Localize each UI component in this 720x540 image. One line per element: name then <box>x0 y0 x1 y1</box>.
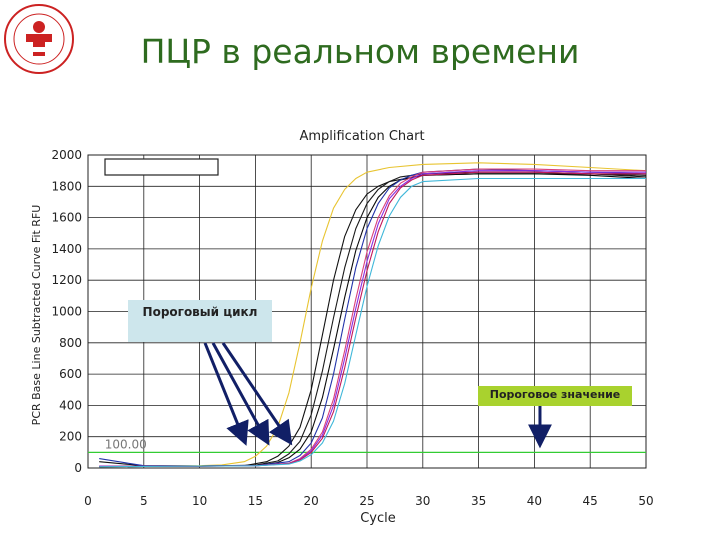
threshold-cycle-arrow <box>221 342 293 446</box>
legend-box <box>104 158 219 176</box>
logo-figure-band <box>29 47 49 52</box>
x-tick-label: 50 <box>638 494 653 508</box>
y-tick-label: 2000 <box>51 148 82 162</box>
y-axis-ticks: 0 200 400 600 800 1000 1200 1400 1600 1800 2000 <box>51 148 82 475</box>
x-axis-ticks: 0 5 10 15 20 25 30 35 40 45 50 <box>84 494 653 508</box>
y-tick-label: 1200 <box>51 273 82 287</box>
threshold-cycle-arrow <box>211 342 270 446</box>
y-tick-label: 1000 <box>51 305 82 319</box>
chart-title: Amplification Chart <box>299 129 424 144</box>
threshold-cycle-callout: Пороговый цикл <box>128 300 272 342</box>
y-tick-label: 400 <box>59 398 82 412</box>
y-tick-label: 1800 <box>51 179 82 193</box>
x-tick-label: 30 <box>415 494 430 508</box>
y-tick-label: 600 <box>59 367 82 381</box>
logo-ring <box>4 4 74 74</box>
threshold-value-callout: Пороговое значение <box>478 386 632 406</box>
series-lines <box>99 162 647 468</box>
slide-title: ПЦР в реальном времени <box>140 32 580 71</box>
x-tick-label: 0 <box>84 494 92 508</box>
y-tick-label: 1600 <box>51 211 82 225</box>
series-line-9 <box>99 177 646 468</box>
y-tick-label: 200 <box>59 430 82 444</box>
y-tick-label: 800 <box>59 336 82 350</box>
logo-inner-ring <box>13 13 65 65</box>
x-tick-label: 5 <box>140 494 148 508</box>
threshold-label: 100.00 <box>105 437 147 451</box>
logo <box>0 0 78 78</box>
annotation-arrows <box>203 342 552 449</box>
logo-figure-head <box>33 21 45 33</box>
x-tick-label: 45 <box>583 494 598 508</box>
x-axis-label: Cycle <box>360 511 396 526</box>
x-tick-label: 15 <box>248 494 263 508</box>
x-tick-label: 20 <box>304 494 319 508</box>
y-axis-label: PCR Base Line Subtracted Curve Fit RFU <box>30 205 43 426</box>
x-tick-label: 35 <box>471 494 486 508</box>
series-line-1 <box>99 162 647 467</box>
x-tick-label: 10 <box>192 494 207 508</box>
x-tick-label: 25 <box>359 494 374 508</box>
x-tick-label: 40 <box>527 494 542 508</box>
threshold-cycle-arrow <box>203 342 249 446</box>
y-tick-label: 1400 <box>51 242 82 256</box>
y-tick-label: 0 <box>74 461 82 475</box>
